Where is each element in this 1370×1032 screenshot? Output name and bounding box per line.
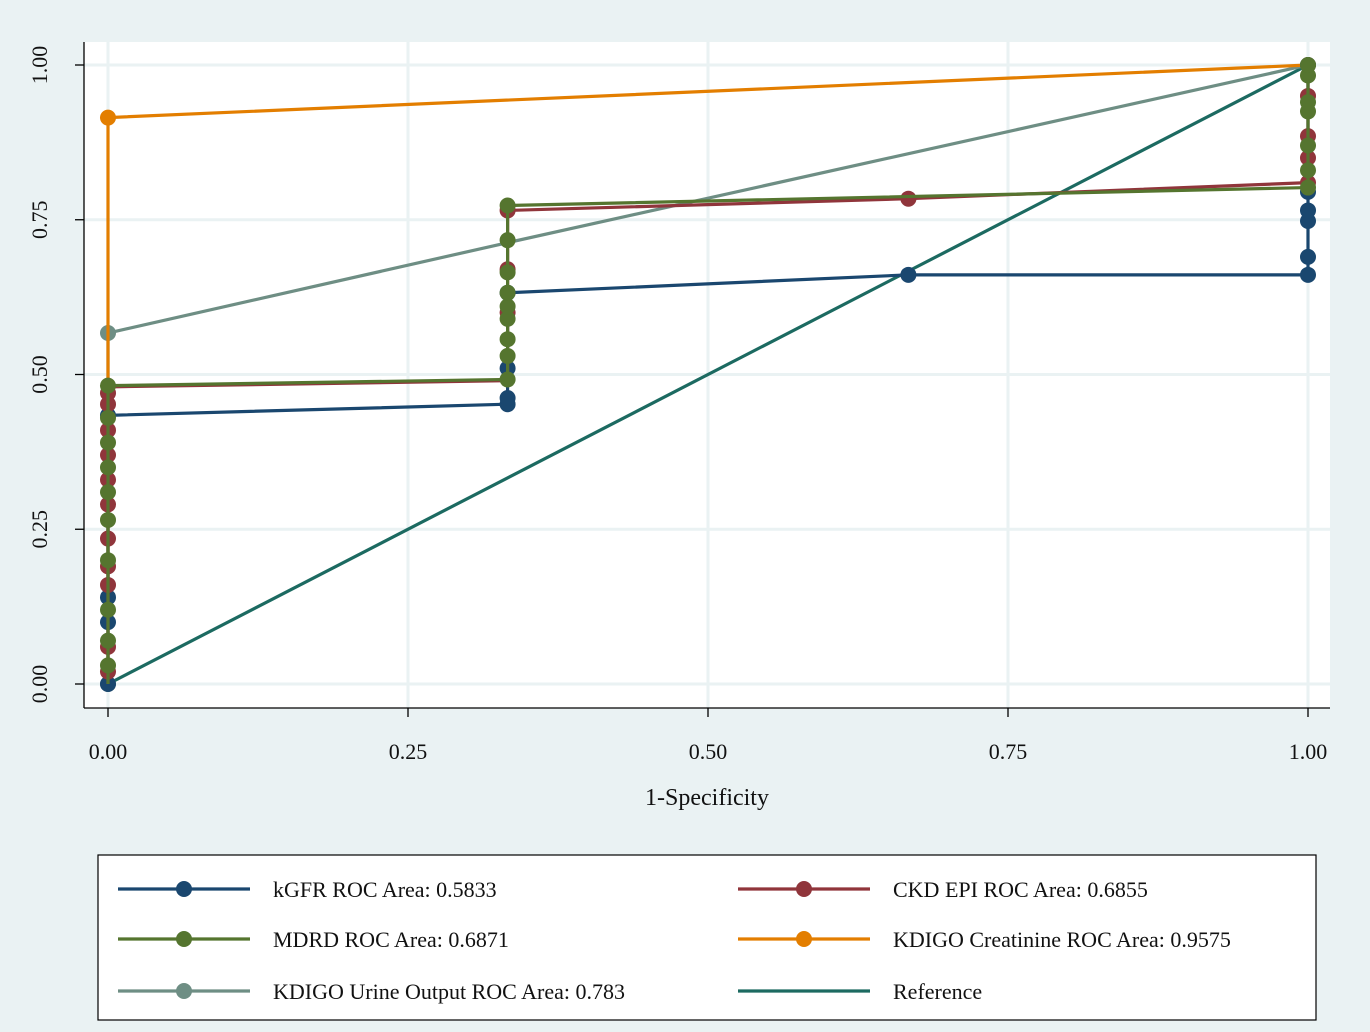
x-tick-label: 0.25 <box>389 739 428 764</box>
x-tick-label: 0.50 <box>689 739 728 764</box>
data-point <box>499 331 516 348</box>
x-tick-label: 0.75 <box>989 739 1028 764</box>
data-point <box>1300 94 1316 111</box>
legend-label: CKD EPI ROC Area: 0.6855 <box>893 877 1148 902</box>
legend-marker <box>796 881 812 897</box>
legend-marker <box>176 983 192 999</box>
x-tick-label: 1.00 <box>1289 739 1328 764</box>
legend-item: KDIGO Creatinine ROC Area: 0.9575 <box>738 927 1231 952</box>
legend-marker <box>796 931 812 947</box>
data-point <box>1300 179 1316 196</box>
data-point <box>100 377 116 394</box>
legend-item: KDIGO Urine Output ROC Area: 0.783 <box>118 979 625 1004</box>
data-point <box>100 459 116 476</box>
legend-item: kGFR ROC Area: 0.5833 <box>118 877 497 902</box>
legend-label: Reference <box>893 979 982 1004</box>
data-point <box>100 657 116 674</box>
series-group <box>107 63 1309 686</box>
data-point <box>499 298 516 315</box>
data-point <box>100 109 116 126</box>
data-point <box>499 371 516 388</box>
legend-item: Reference <box>738 979 982 1004</box>
legend-marker <box>176 931 192 947</box>
y-tick-label: 0.75 <box>27 201 52 240</box>
data-point <box>499 390 516 407</box>
axes: 0.00 0.25 0.50 0.75 1.00 0.00 0.25 0.50 0.75 1.00 <box>27 42 1330 764</box>
x-axis-title: 1-Specificity <box>645 785 769 811</box>
series-group <box>100 57 1316 684</box>
series-line <box>107 63 1309 686</box>
data-point <box>1300 266 1316 283</box>
y-tick-label: 1.00 <box>27 46 52 85</box>
data-point <box>900 266 917 283</box>
data-point <box>499 232 516 249</box>
legend: kGFR ROC Area: 0.5833 CKD EPI ROC Area: 0… <box>118 877 1231 1004</box>
legend-box <box>97 854 1317 1021</box>
data-point <box>100 632 116 649</box>
data-point <box>499 284 516 301</box>
legend-item: MDRD ROC Area: 0.6871 <box>118 927 509 952</box>
x-tick-label: 0.00 <box>89 739 128 764</box>
data-point <box>499 264 516 281</box>
data-point <box>100 552 116 569</box>
legend-label: KDIGO Creatinine ROC Area: 0.9575 <box>893 927 1231 952</box>
data-point <box>1300 248 1316 265</box>
legend-label: MDRD ROC Area: 0.6871 <box>273 927 509 952</box>
legend-marker <box>176 881 192 897</box>
data-point <box>1300 57 1316 73</box>
y-tick-label: 0.00 <box>27 665 52 704</box>
data-point <box>100 434 116 451</box>
legend-label: KDIGO Urine Output ROC Area: 0.783 <box>273 979 625 1004</box>
series-layer <box>100 57 1316 692</box>
data-point <box>100 601 116 618</box>
data-point <box>100 484 116 501</box>
data-point <box>499 310 516 327</box>
data-point <box>100 511 116 528</box>
data-point <box>100 409 116 426</box>
data-point <box>499 347 516 364</box>
data-point <box>1300 162 1316 179</box>
data-point <box>499 197 516 214</box>
legend-item: CKD EPI ROC Area: 0.6855 <box>738 877 1148 902</box>
y-tick-label: 0.50 <box>27 355 52 394</box>
y-tick-label: 0.25 <box>27 510 52 549</box>
data-point <box>900 190 917 207</box>
data-point <box>1300 137 1316 154</box>
legend-label: kGFR ROC Area: 0.5833 <box>273 877 497 902</box>
data-point <box>1300 202 1316 219</box>
